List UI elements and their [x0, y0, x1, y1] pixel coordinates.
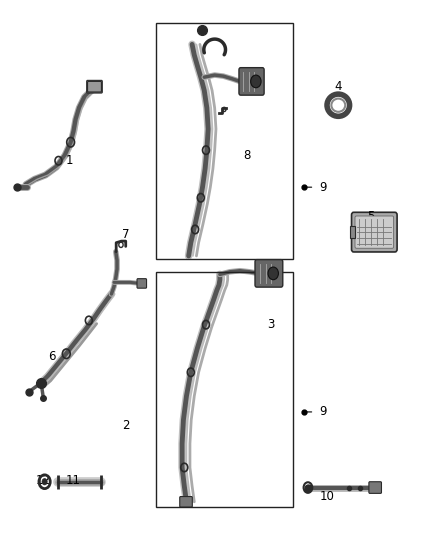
Text: 5: 5: [367, 210, 374, 223]
Bar: [156, 23, 293, 259]
FancyBboxPatch shape: [352, 212, 397, 252]
Text: 1: 1: [66, 154, 73, 167]
Text: 10: 10: [320, 490, 335, 503]
FancyBboxPatch shape: [180, 497, 192, 507]
FancyBboxPatch shape: [137, 279, 147, 288]
Text: 3: 3: [267, 318, 275, 331]
FancyBboxPatch shape: [239, 68, 264, 95]
FancyBboxPatch shape: [87, 80, 102, 93]
FancyBboxPatch shape: [255, 260, 283, 287]
Text: 2: 2: [122, 418, 130, 432]
Circle shape: [42, 479, 47, 485]
FancyBboxPatch shape: [355, 216, 394, 248]
Bar: [350, 226, 355, 238]
Text: 4: 4: [335, 80, 342, 93]
Text: 9: 9: [319, 406, 327, 418]
Text: 6: 6: [48, 350, 56, 363]
Text: 9: 9: [319, 181, 327, 193]
Circle shape: [251, 75, 261, 88]
Circle shape: [268, 267, 279, 280]
Text: 8: 8: [244, 149, 251, 162]
Text: 12: 12: [36, 474, 51, 487]
Text: 11: 11: [66, 474, 81, 487]
Text: 7: 7: [122, 228, 130, 241]
FancyBboxPatch shape: [88, 82, 102, 92]
Bar: [156, 272, 293, 507]
FancyBboxPatch shape: [369, 482, 381, 494]
